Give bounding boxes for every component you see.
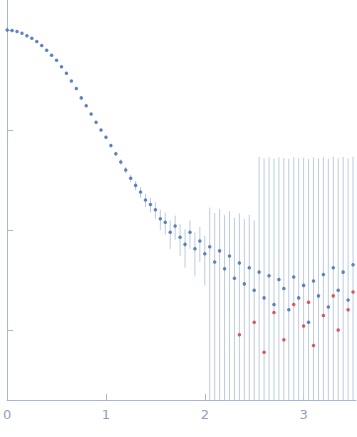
svg-text:0: 0 <box>3 407 11 422</box>
svg-text:1: 1 <box>102 407 110 422</box>
svg-text:2: 2 <box>201 407 209 422</box>
svg-text:3: 3 <box>299 407 307 422</box>
